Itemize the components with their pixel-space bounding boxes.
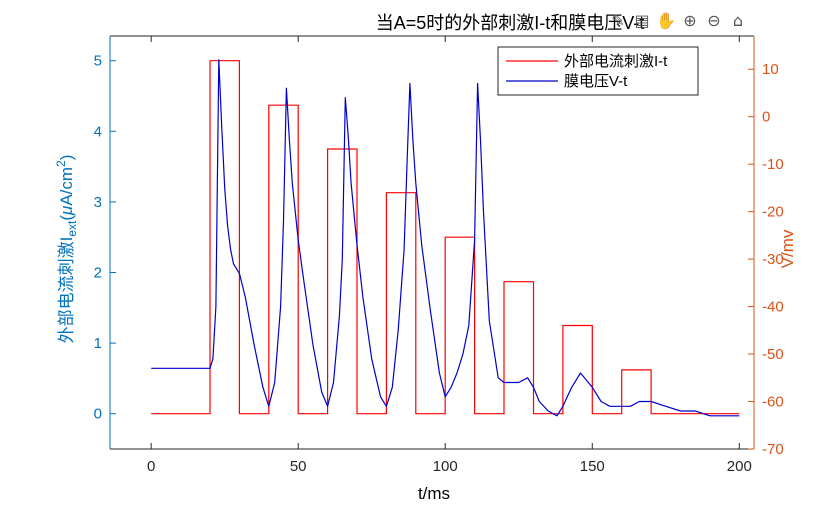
y-right-tick-label: -50 [762,346,784,363]
y-left-tick-label: 1 [94,335,102,352]
x-tick-label: 150 [580,458,605,475]
y-right-tick-label: -20 [762,204,784,221]
series-layer [151,59,740,417]
legend: 外部电流刺激I-t 膜电压V-t [497,46,699,96]
y-left-tick-label: 3 [94,194,102,211]
brush-icon[interactable]: ✎ [611,10,625,30]
legend-label-voltage: 膜电压V-t [564,73,628,90]
y-left-axis-label: 外部电流刺激Iext(μA/cm2) [54,155,79,344]
y-right-tick-label: -60 [762,394,784,411]
y-right-tick-label: -40 [762,299,784,316]
x-tick-label: 100 [433,458,458,475]
x-axis-label: t/ms [418,484,450,503]
legend-box [497,46,699,96]
zoom-in-icon[interactable]: ⊕ [683,10,697,30]
y-right-tick-label: 10 [762,61,779,78]
axes-frame [109,35,755,450]
y-left-tick-label: 5 [94,53,102,70]
y-right-axis-label: V/mv [778,229,797,268]
y-left-tick-label: 2 [94,265,102,282]
x-tick-label: 50 [290,458,307,475]
y-right-tick-label: 0 [762,109,770,126]
chart-title: 当A=5时的外部刺激I-t和膜电压V-t [376,13,645,33]
y-right-tick-label: -70 [762,441,784,458]
y-right-tick-label: -10 [762,156,784,173]
legend-label-current: 外部电流刺激I-t [564,53,668,70]
x-tick-label: 200 [727,458,752,475]
y-left-tick-label: 4 [94,123,102,140]
series-voltage-line [151,59,740,417]
home-icon[interactable]: ⌂ [732,10,744,30]
y-left-tick-label: 0 [94,406,102,423]
ticks-layer: 0 50 100 150 200012345100-10-20-30-40-50-60-… [94,36,784,475]
pan-icon[interactable]: ✋ [656,10,676,30]
series-current-line [151,60,740,415]
x-tick-label: 0 [147,458,155,475]
datatips-icon[interactable]: ▤ [634,10,650,30]
plot-area [110,36,754,449]
y-right-tick-label: -30 [762,251,784,268]
axes-toolbar: ✎ ▤ ✋ ⊕ ⊖ ⌂ [608,8,748,32]
zoom-out-icon[interactable]: ⊖ [707,10,721,30]
